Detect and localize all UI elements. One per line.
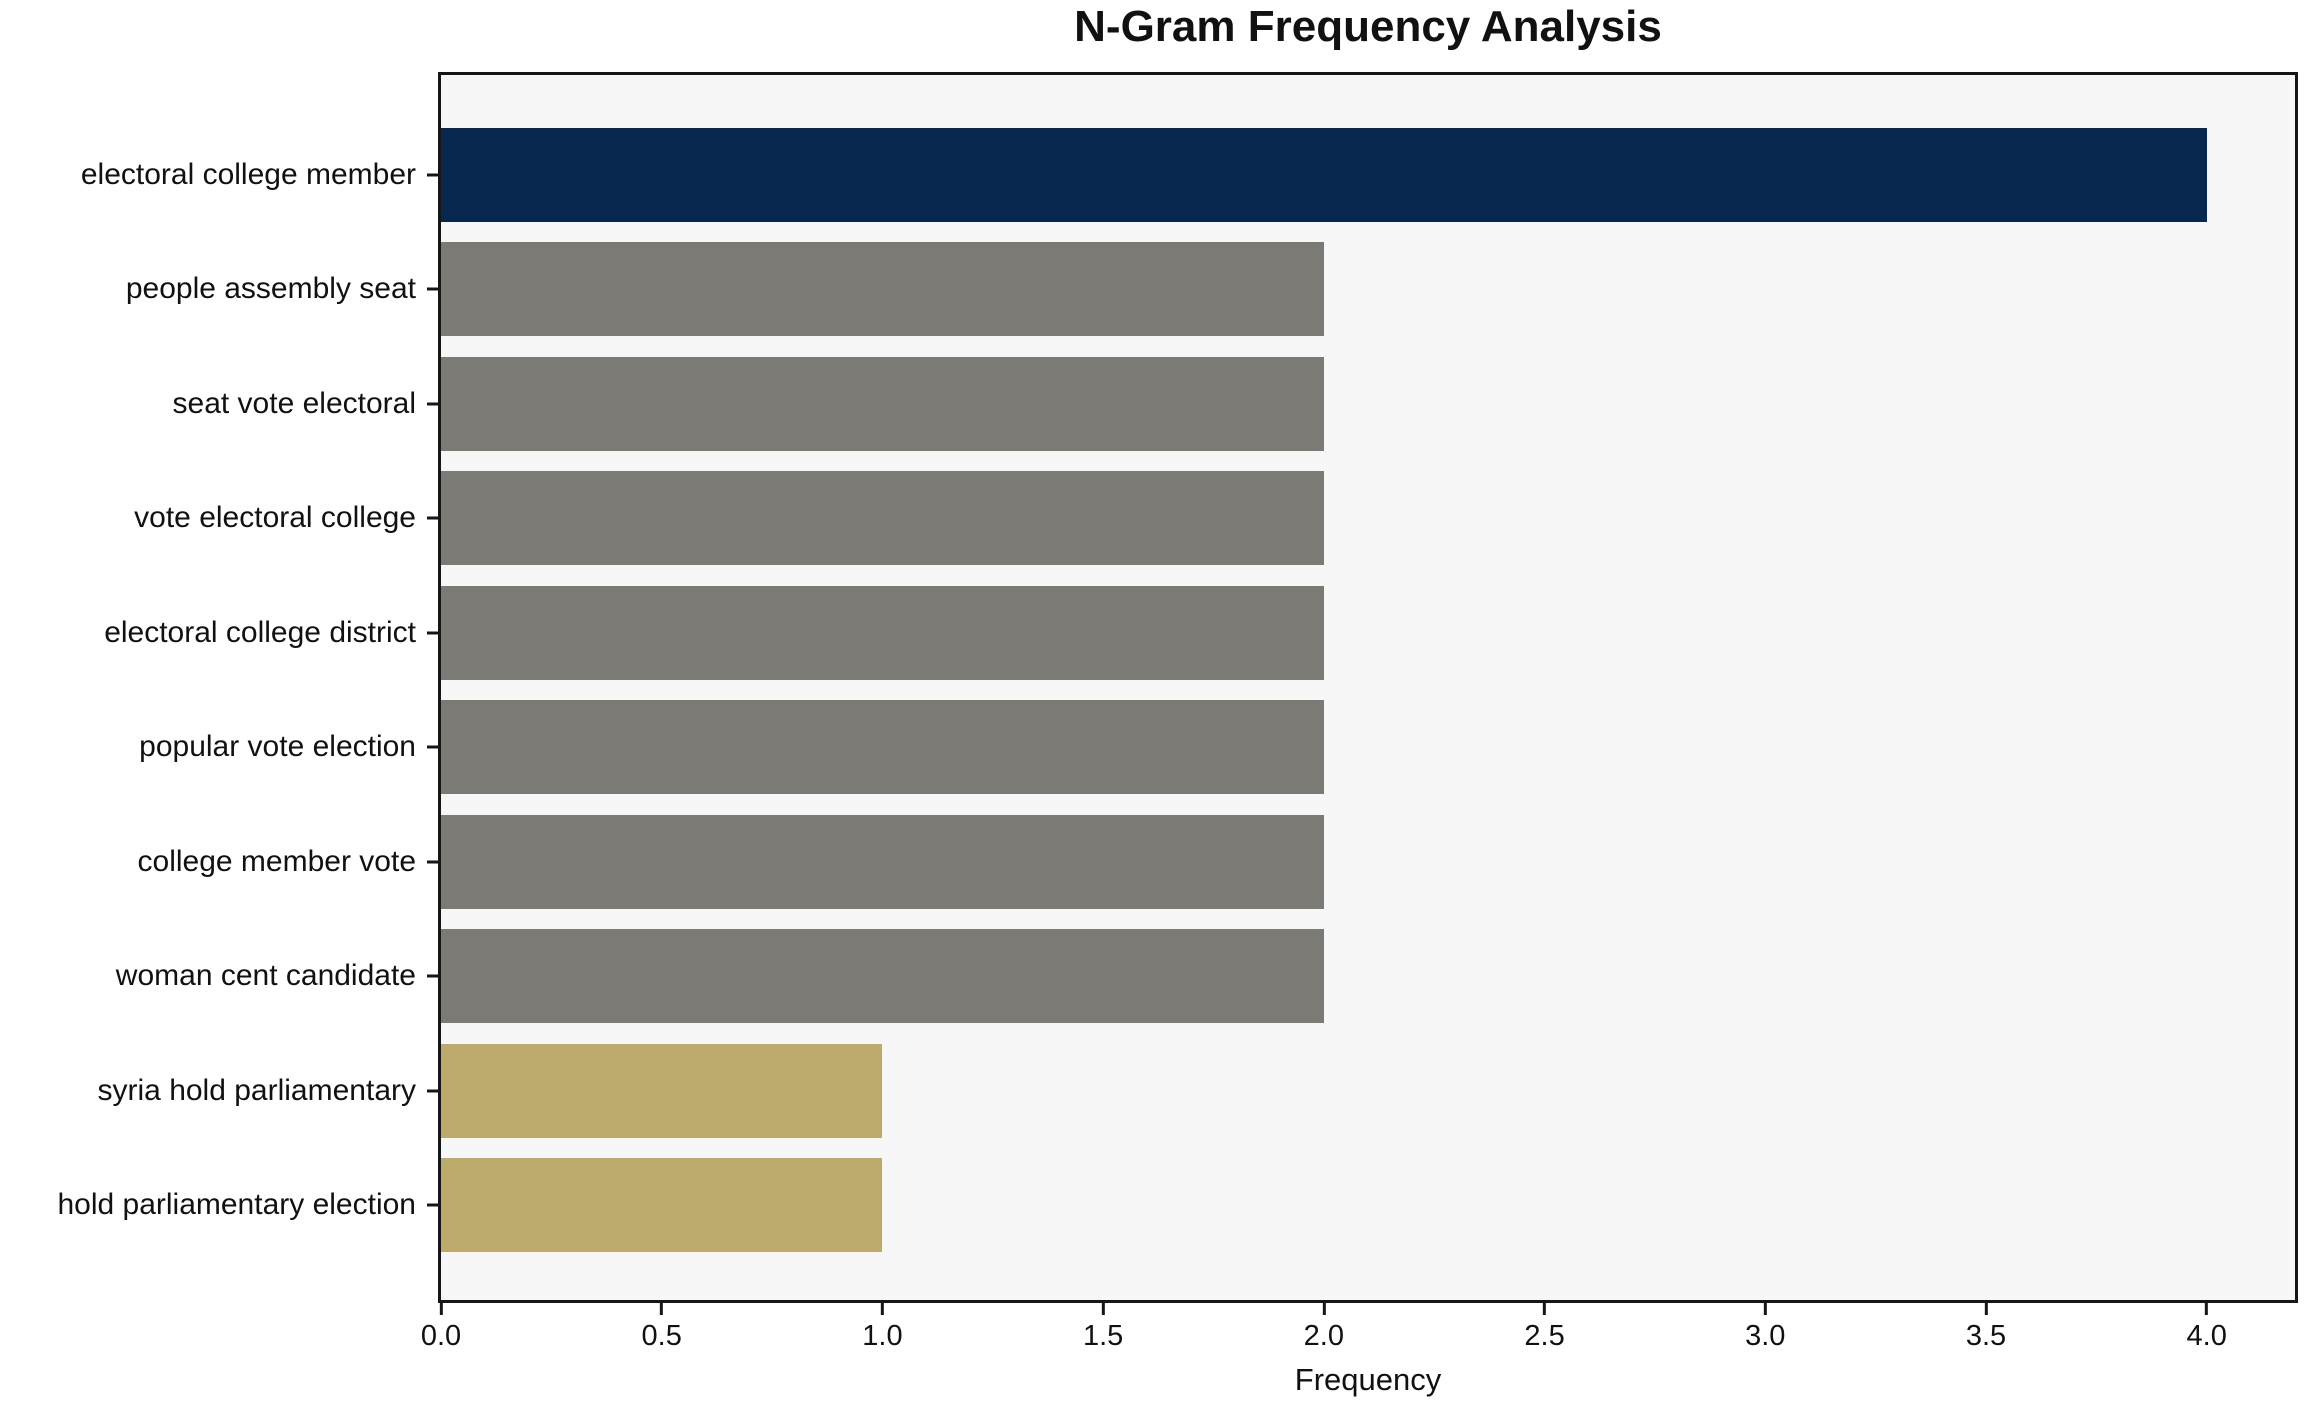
y-axis-tick-mark [427, 516, 438, 520]
y-axis-label: vote electoral college [134, 501, 416, 535]
bar-row: syria hold parliamentary [98, 1043, 2295, 1138]
x-axis-tick-mark [660, 1303, 664, 1315]
x-axis-tick-label: 0.5 [641, 1320, 682, 1352]
x-axis-tick: 3.5 [1966, 1303, 2006, 1353]
x-axis-tick-label: 1.5 [1082, 1320, 1124, 1352]
x-axis-tick: 3.0 [1745, 1303, 1785, 1353]
y-axis-tick-mark [427, 173, 438, 177]
bar [441, 929, 1324, 1024]
x-axis-tick-mark [1101, 1303, 1105, 1315]
bar-row: popular vote election [139, 700, 2295, 795]
y-axis-label: woman cent candidate [115, 959, 416, 993]
bar [441, 356, 1324, 451]
y-axis-label: people assembly seat [125, 272, 416, 306]
y-axis-label: syria hold parliamentary [97, 1073, 416, 1107]
bar [441, 128, 2207, 222]
x-axis-tick-label: 0.0 [420, 1320, 462, 1352]
chart-title: N-Gram Frequency Analysis [1074, 2, 1662, 51]
y-axis-tick-mark [427, 860, 438, 864]
x-axis-tick-label: 1.0 [862, 1320, 903, 1352]
x-axis-tick-label: 4.0 [2186, 1320, 2227, 1352]
x-axis-tick-mark [1543, 1303, 1547, 1315]
x-axis-title: Frequency [1294, 1362, 1442, 1397]
bar [441, 471, 1324, 566]
bar [441, 585, 1324, 680]
y-axis-label: college member vote [137, 844, 416, 878]
y-axis-label: electoral college member [80, 158, 416, 191]
bar-row: people assembly seat [126, 242, 2295, 337]
x-axis-tick: 2.0 [1304, 1303, 1344, 1353]
bar-row: woman cent candidate [116, 929, 2295, 1024]
x-axis-tick: 2.5 [1524, 1303, 1565, 1353]
bar-row: vote electoral college [134, 471, 2295, 566]
y-axis-label: electoral college district [104, 615, 416, 649]
x-axis-tick-mark [2205, 1303, 2209, 1315]
x-axis-tick: 0.0 [421, 1303, 461, 1353]
bar [441, 814, 1324, 909]
x-axis-tick: 1.5 [1083, 1303, 1123, 1353]
y-axis-tick-mark [427, 402, 438, 406]
bar-row: seat vote electoral [173, 356, 2295, 451]
x-axis-tick: 1.0 [862, 1303, 903, 1353]
bar-row: college member vote [138, 814, 2295, 909]
y-axis-tick-mark [427, 1089, 438, 1093]
y-axis-tick-mark [427, 1203, 438, 1207]
plot-area: electoral college member people assembly… [57, 72, 2298, 1303]
y-axis-label: seat vote electoral [172, 386, 416, 420]
y-axis-tick-mark [427, 974, 438, 978]
x-axis-tick-mark [439, 1303, 443, 1315]
y-axis-label: hold parliamentary election [57, 1187, 416, 1221]
bar [441, 1043, 883, 1138]
x-axis-tick-label: 3.0 [1745, 1320, 1786, 1352]
y-axis-tick-mark [427, 631, 438, 635]
x-axis: 0.0 0.5 1.0 1.5 2.0 2.5 3.0 3.5 [421, 1303, 2295, 1363]
x-axis-tick: 4.0 [2187, 1303, 2227, 1353]
x-axis-tick-label: 2.5 [1524, 1320, 1565, 1352]
bar [441, 1157, 883, 1252]
y-axis-tick-mark [427, 287, 438, 291]
bar-row: electoral college member [81, 128, 2295, 222]
x-axis-tick-mark [880, 1303, 884, 1315]
x-axis-tick-mark [1322, 1303, 1326, 1315]
bar-row: hold parliamentary election [57, 1157, 2295, 1252]
y-axis-tick-mark [427, 745, 438, 749]
x-axis-tick-mark [1763, 1303, 1767, 1315]
y-axis-label: popular vote election [139, 730, 416, 764]
x-axis-tick-mark [1984, 1303, 1988, 1315]
x-axis-tick-label: 3.5 [1965, 1320, 2007, 1352]
bar-row: electoral college district [104, 585, 2295, 680]
bar [441, 242, 1324, 337]
x-axis-tick: 0.5 [642, 1303, 682, 1353]
bar [441, 700, 1324, 795]
x-axis-tick-label: 2.0 [1303, 1320, 1345, 1352]
